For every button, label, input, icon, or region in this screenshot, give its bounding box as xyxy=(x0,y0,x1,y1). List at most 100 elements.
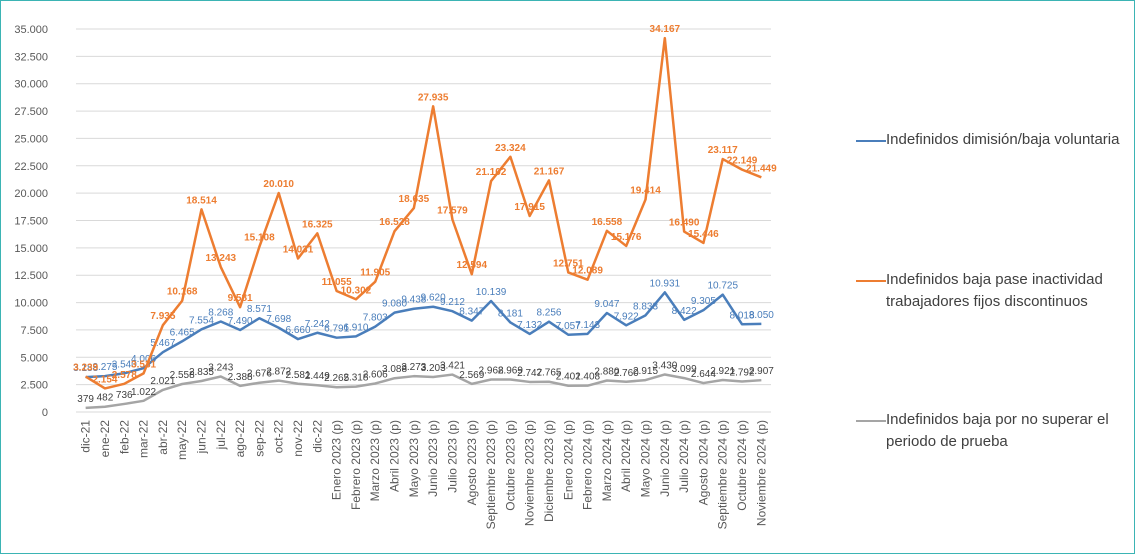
x-tick-label: mar-22 xyxy=(137,420,151,458)
data-label: 2.792 xyxy=(730,367,755,378)
x-tick-label: Marzo 2024 (p) xyxy=(600,420,614,501)
x-tick-label: Octubre 2024 (p) xyxy=(735,420,749,511)
data-label: 2.569 xyxy=(459,370,484,381)
data-label: 20.010 xyxy=(263,179,294,190)
data-label: 8.181 xyxy=(498,308,523,319)
data-label: 2.880 xyxy=(594,366,619,377)
x-tick-label: Abril 2023 (p) xyxy=(388,420,402,492)
data-label: 2.449 xyxy=(305,371,330,382)
data-label: 1.022 xyxy=(131,387,156,398)
data-label: 8.050 xyxy=(749,310,774,321)
data-label: 10.168 xyxy=(167,287,198,298)
data-label: 16.558 xyxy=(592,217,623,228)
x-tick-label: jun-22 xyxy=(194,420,208,455)
data-label: 12.089 xyxy=(572,266,603,277)
data-label: 27.935 xyxy=(418,92,449,103)
data-label: 2.558 xyxy=(170,370,195,381)
data-label: 8.018 xyxy=(730,310,755,321)
legend-label: Indefinidos baja pase inactividad trabaj… xyxy=(886,271,1103,310)
data-label: 15.446 xyxy=(688,229,719,240)
data-label: 21.449 xyxy=(746,163,777,174)
data-label: 9.581 xyxy=(228,293,253,304)
data-label: 18.514 xyxy=(186,195,217,206)
data-label: 2.872 xyxy=(266,367,291,378)
data-label: 8.347 xyxy=(459,307,484,318)
data-label: 2.408 xyxy=(575,372,600,383)
data-label: 2.644 xyxy=(691,369,716,380)
data-label: 2.401 xyxy=(556,372,581,383)
data-label: 19.414 xyxy=(630,186,661,197)
data-label: 736 xyxy=(116,390,133,401)
y-tick-label: 0 xyxy=(42,407,48,419)
data-label: 13.243 xyxy=(205,253,236,264)
data-label: 16.528 xyxy=(379,217,410,228)
y-tick-label: 5.000 xyxy=(20,352,48,364)
data-label: 15.108 xyxy=(244,233,275,244)
y-tick-label: 22.500 xyxy=(14,161,48,173)
series-line xyxy=(84,36,762,390)
data-label: 17.915 xyxy=(514,202,545,213)
data-label: 18.635 xyxy=(399,194,430,205)
y-tick-label: 15.000 xyxy=(14,243,48,255)
data-label: 3.239 xyxy=(73,363,98,374)
y-tick-label: 25.000 xyxy=(14,133,48,145)
x-tick-label: Abril 2024 (p) xyxy=(619,420,633,492)
data-label: 9.080 xyxy=(382,299,407,310)
legend-swatch xyxy=(856,420,886,422)
data-label: 2.578 xyxy=(112,370,137,381)
data-label: 3.203 xyxy=(421,363,446,374)
x-tick-label: Septiembre 2024 (p) xyxy=(716,420,730,529)
y-tick-label: 2.500 xyxy=(20,380,48,392)
data-label: 3.531 xyxy=(131,359,156,370)
data-label: 12.594 xyxy=(456,260,487,271)
data-label: 15.176 xyxy=(611,232,642,243)
y-tick-label: 7.500 xyxy=(20,325,48,337)
data-label: 9.305 xyxy=(691,296,716,307)
x-tick-label: Diciembre 2023 (p) xyxy=(542,420,556,522)
data-label: 11.905 xyxy=(360,268,390,279)
x-tick-label: Enero 2023 (p) xyxy=(330,420,344,500)
data-label: 2.021 xyxy=(150,376,175,387)
data-label: 6.910 xyxy=(343,322,368,333)
data-label: 8.571 xyxy=(247,304,272,315)
data-label: 2.969 xyxy=(498,366,523,377)
data-label: 8.268 xyxy=(208,308,233,319)
data-label: 34.167 xyxy=(650,24,681,35)
y-tick-label: 35.000 xyxy=(14,24,48,36)
y-tick-label: 27.500 xyxy=(14,106,48,118)
x-tick-label: abr-22 xyxy=(156,420,170,455)
x-tick-label: Octubre 2023 (p) xyxy=(503,420,517,511)
data-label: 10.139 xyxy=(476,287,507,298)
x-tick-label: ago-22 xyxy=(233,420,247,458)
data-label: 3.088 xyxy=(382,364,407,375)
legend-swatch xyxy=(856,280,886,282)
legend-label: Indefinidos baja por no superar el perio… xyxy=(886,411,1109,450)
plot: 0 2.500 5.000 7.500 10.000 12.500 15.000 17.500… xyxy=(14,24,777,529)
data-label: 2.676 xyxy=(247,369,272,380)
data-label: 8.833 xyxy=(633,301,658,312)
x-tick-label: Febrero 2024 (p) xyxy=(581,420,595,510)
data-label: 2.760 xyxy=(614,368,639,379)
x-tick-label: dic-22 xyxy=(310,420,324,453)
data-label: 17.579 xyxy=(437,206,468,217)
data-label: 21.167 xyxy=(534,166,565,177)
data-label: 7.922 xyxy=(614,311,639,322)
data-label: 2.915 xyxy=(633,366,658,377)
data-label: 16.490 xyxy=(669,218,700,229)
x-tick-label: Marzo 2023 (p) xyxy=(368,420,382,501)
data-label: 7.490 xyxy=(228,316,253,327)
data-label: 8.422 xyxy=(672,306,697,317)
data-label: 22.149 xyxy=(727,156,758,167)
data-label: 7.242 xyxy=(305,319,330,330)
x-tick-label: Julio 2024 (p) xyxy=(677,420,691,493)
data-label: 482 xyxy=(97,393,114,404)
data-label: 3.243 xyxy=(208,363,233,374)
data-label: 23.117 xyxy=(708,145,738,156)
data-label: 6.465 xyxy=(170,327,195,338)
data-label: 6.791 xyxy=(324,324,349,335)
x-tick-label: jul-22 xyxy=(214,420,228,451)
data-label: 7.554 xyxy=(189,315,214,326)
x-tick-label: oct-22 xyxy=(272,420,286,454)
data-label: 11.055 xyxy=(322,277,352,288)
data-label: 3.099 xyxy=(672,364,697,375)
